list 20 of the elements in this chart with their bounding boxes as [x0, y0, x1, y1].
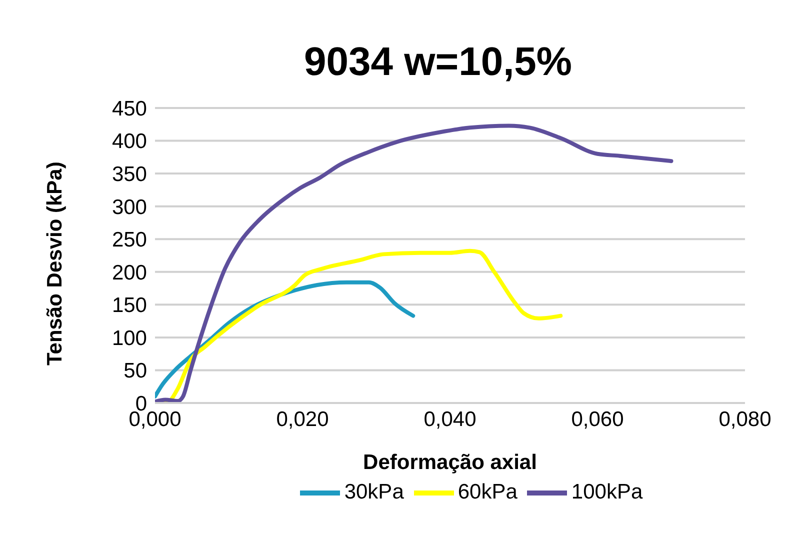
- y-tick-label: 150: [112, 294, 147, 318]
- legend-label: 30kPa: [344, 480, 404, 504]
- legend-label: 100kPa: [571, 480, 643, 504]
- x-tick-label: 0,060: [571, 408, 624, 431]
- y-tick-label: 200: [112, 261, 147, 284]
- y-tick-label: 100: [112, 326, 147, 350]
- x-tick-label: 0,040: [424, 408, 476, 431]
- y-tick-label: 250: [112, 228, 147, 252]
- x-tick-label: 0,080: [718, 408, 772, 431]
- chart-title: 9034 w=10,5%: [303, 40, 573, 85]
- y-tick-label: 50: [124, 360, 147, 383]
- line-series: [155, 124, 674, 403]
- x-axis-title: Deformação axial: [363, 451, 537, 474]
- y-tick-label: 450: [112, 97, 147, 120]
- y-tick-label: 300: [112, 196, 147, 219]
- y-axis-title: Tensão Desvio (kPa): [43, 162, 66, 366]
- y-tick-label: 350: [112, 163, 147, 186]
- y-tick-label: 400: [112, 130, 147, 154]
- legend-label: 60kPa: [458, 480, 518, 504]
- x-tick-label: 0,020: [276, 408, 329, 431]
